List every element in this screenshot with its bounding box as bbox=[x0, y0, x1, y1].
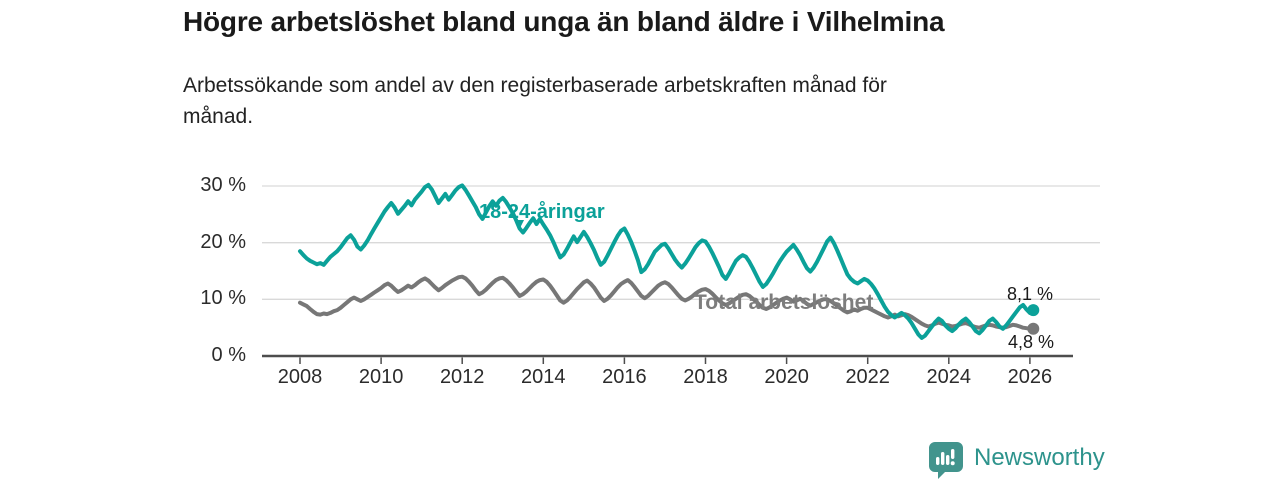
end-value-label-total: 4,8 % bbox=[1008, 332, 1055, 352]
chart-subtitle-line2: månad. bbox=[183, 105, 254, 128]
series-line-youth bbox=[298, 182, 1036, 340]
series-end-dot bbox=[1027, 322, 1040, 335]
series-end-dot bbox=[1027, 304, 1040, 317]
down-triangle-icon: ▼ bbox=[513, 215, 527, 231]
y-axis-tick-label: 20 % bbox=[200, 230, 246, 253]
y-axis-tick-label: 0 % bbox=[211, 344, 246, 366]
series-label-youth: 18-24-åringar bbox=[479, 201, 605, 223]
x-axis-tick-label: 2010 bbox=[358, 366, 404, 388]
x-axis-tick-label: 2024 bbox=[926, 366, 972, 388]
newsworthy-wordmark: Newsworthy bbox=[974, 444, 1105, 471]
x-axis-tick-label: 2020 bbox=[764, 366, 809, 388]
chart-subtitle-line1: Arbetssökande som andel av den registerb… bbox=[183, 74, 887, 97]
x-axis-tick-label: 2012 bbox=[439, 366, 485, 388]
x-axis-tick-label: 2016 bbox=[602, 366, 647, 388]
series-line-total bbox=[298, 274, 1036, 331]
x-axis-tick-label: 2026 bbox=[1007, 366, 1053, 388]
x-axis-tick-label: 2018 bbox=[683, 366, 728, 388]
y-axis-tick-label: 10 % bbox=[200, 287, 246, 310]
x-axis-tick-label: 2008 bbox=[277, 366, 323, 388]
series-label-total: Total arbetslöshet bbox=[694, 291, 874, 314]
y-axis-tick-label: 30 % bbox=[200, 173, 246, 196]
end-value-label-youth: 8,1 % bbox=[1007, 284, 1054, 304]
x-axis-tick-label: 2022 bbox=[845, 366, 890, 388]
newsworthy-bubble-chart-icon bbox=[929, 442, 963, 479]
x-axis-tick-label: 2014 bbox=[521, 366, 566, 388]
newsworthy-logo: Newsworthy bbox=[928, 441, 1105, 479]
page-title: Högre arbetslöshet bland unga än bland ä… bbox=[183, 6, 945, 37]
